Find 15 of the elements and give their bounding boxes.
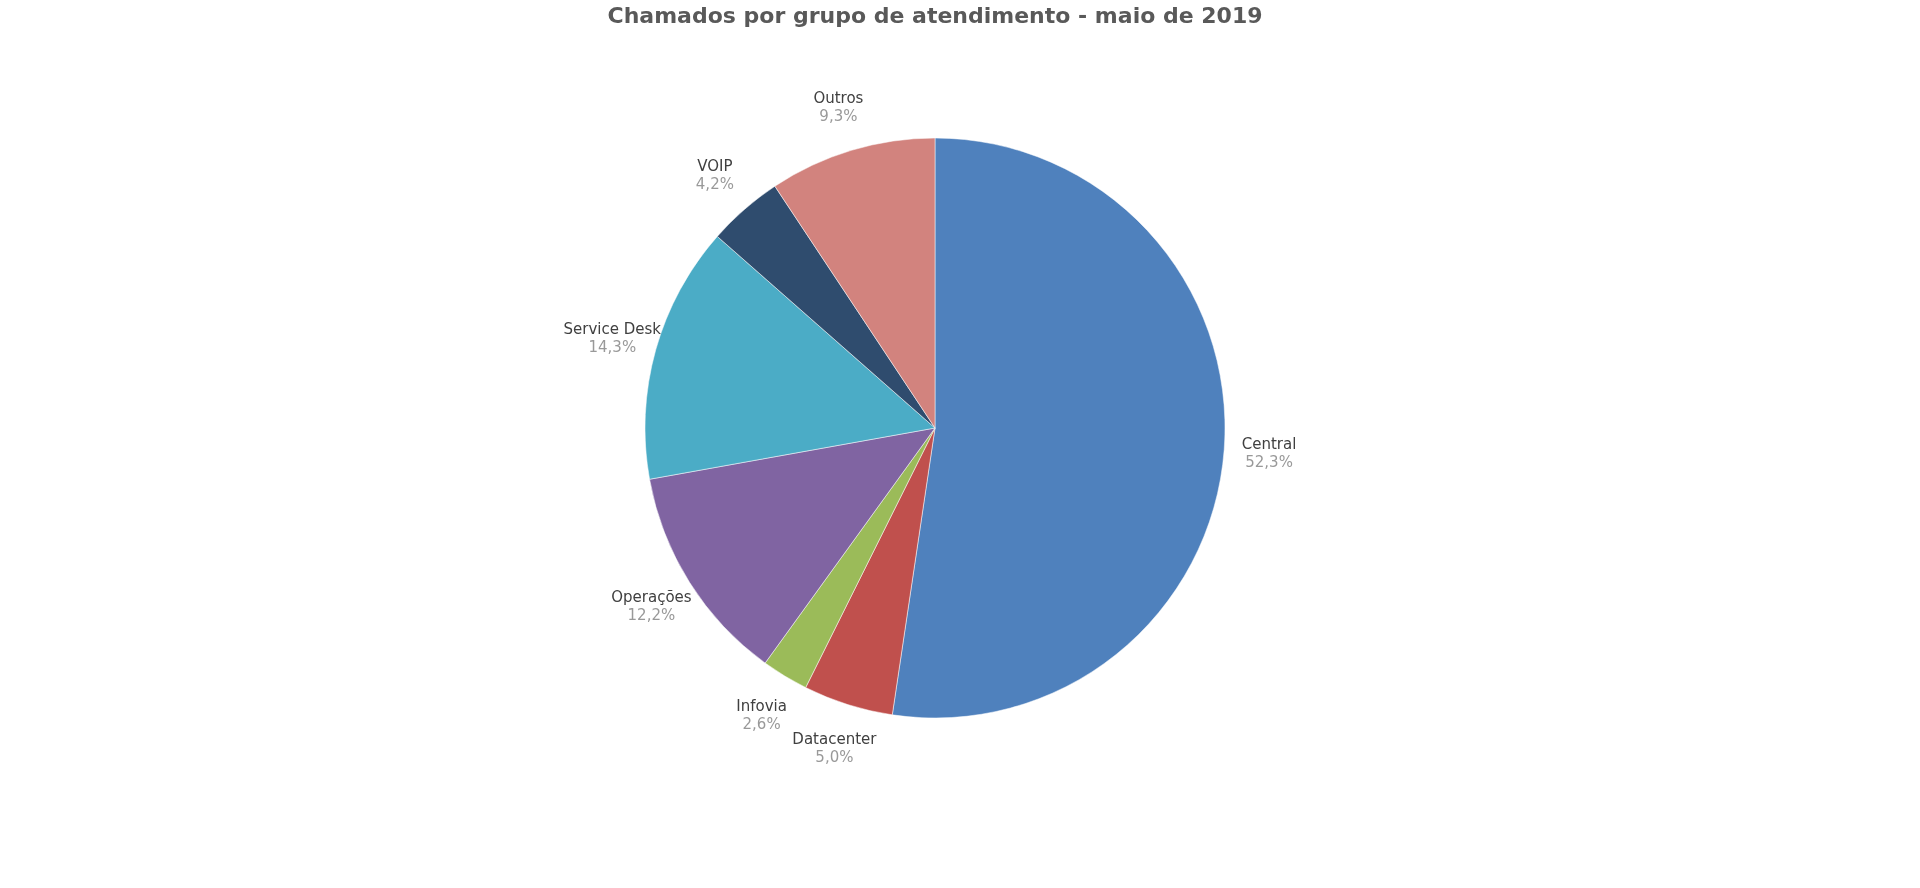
slice-label: Operações (611, 588, 692, 607)
data-label: 5,0% (815, 747, 854, 766)
slice-label: VOIP (697, 157, 733, 176)
data-label: 2,6% (742, 714, 781, 733)
slice-label: Infovia (736, 696, 787, 715)
data-label: 52,3% (1245, 452, 1293, 471)
slice-label: Service Desk (563, 319, 662, 338)
chart-title: Chamados por grupo de atendimento - maio de 2019 (607, 3, 1263, 28)
data-label: 9,3% (819, 107, 858, 126)
data-label: 14,3% (588, 337, 637, 356)
slice-label: Datacenter (792, 729, 878, 748)
data-label: 12,2% (627, 606, 676, 625)
data-label: 4,2% (695, 175, 734, 194)
slice-label: Outros (813, 89, 864, 108)
slice-label: Central (1241, 434, 1297, 453)
